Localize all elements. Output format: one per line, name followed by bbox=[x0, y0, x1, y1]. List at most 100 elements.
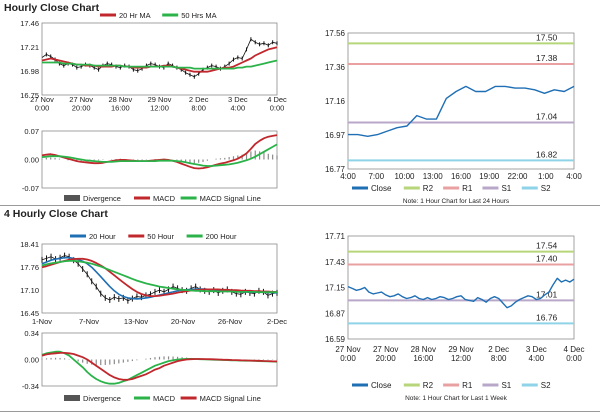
ma-50-hour-line bbox=[41, 257, 277, 298]
x-tick-label: 8:00 bbox=[491, 354, 507, 363]
x-tick-label: 1-Nov bbox=[32, 317, 52, 326]
level-label-r1: 17.38 bbox=[536, 53, 558, 63]
x-tick-label: 4:00 bbox=[340, 172, 356, 181]
y-tick-label: 16.75 bbox=[20, 91, 39, 100]
y-tick-label: -0.34 bbox=[22, 382, 39, 391]
legend-label: 200 Hour bbox=[206, 232, 237, 241]
x-tick-label: 12:00 bbox=[150, 104, 169, 113]
x-tick-label: 3 Dec bbox=[526, 345, 547, 354]
legend-label: Close bbox=[371, 381, 392, 390]
y-tick-label: 17.71 bbox=[325, 232, 346, 241]
x-tick-label: 27 Nov bbox=[69, 95, 93, 104]
x-tick-label: 29 Nov bbox=[448, 345, 473, 354]
x-tick-label: 4:00 bbox=[566, 172, 582, 181]
legend-label: 50 Hour bbox=[147, 232, 174, 241]
legend-label: S1 bbox=[501, 184, 511, 193]
x-tick-label: 16:00 bbox=[451, 172, 472, 181]
y-tick-label: 16.45 bbox=[20, 309, 39, 318]
x-tick-label: 0:00 bbox=[340, 354, 356, 363]
legend-label: MACD bbox=[153, 394, 176, 403]
x-tick-label: 3 Dec bbox=[228, 95, 248, 104]
chart-note: Note: 1 Hour Chart for Last 24 Hours bbox=[403, 198, 510, 205]
y-tick-label: -0.07 bbox=[22, 184, 39, 193]
x-tick-label: 28 Nov bbox=[411, 345, 436, 354]
x-tick-label: 2 Dec bbox=[189, 95, 209, 104]
ma-200-hour-line bbox=[41, 259, 277, 294]
x-tick-label: 29 Nov bbox=[148, 95, 172, 104]
y-tick-label: 0.00 bbox=[24, 356, 39, 365]
x-tick-label: 27 Nov bbox=[335, 345, 360, 354]
x-tick-label: 20-Nov bbox=[171, 317, 195, 326]
level-label-s2: 16.82 bbox=[536, 149, 558, 159]
macd-signal-line bbox=[41, 351, 278, 381]
legend-label: 20 Hr MA bbox=[119, 11, 151, 20]
close-line bbox=[41, 255, 278, 302]
legend-label: R2 bbox=[423, 381, 434, 390]
y-tick-label: 17.10 bbox=[20, 286, 39, 295]
levels-chart-frame bbox=[347, 235, 575, 340]
x-tick-label: 19:00 bbox=[479, 172, 500, 181]
hourly-price-frame bbox=[41, 22, 278, 96]
y-tick-label: 0.00 bbox=[24, 156, 39, 165]
y-tick-label: 17.46 bbox=[20, 19, 39, 28]
y-tick-label: 18.41 bbox=[20, 240, 39, 249]
x-tick-label: 16:00 bbox=[413, 354, 434, 363]
y-tick-label: 17.36 bbox=[325, 63, 346, 72]
legend-label: 50 Hrs MA bbox=[181, 11, 216, 20]
x-tick-label: 7-Nov bbox=[79, 317, 99, 326]
close-line bbox=[348, 85, 575, 138]
y-tick-label: 16.97 bbox=[325, 131, 346, 140]
legend-swatch bbox=[64, 395, 80, 401]
legend-label: R1 bbox=[462, 184, 473, 193]
x-tick-label: 13:00 bbox=[423, 172, 444, 181]
x-tick-label: 7:00 bbox=[368, 172, 384, 181]
legend-label: 20 Hour bbox=[89, 232, 116, 241]
x-tick-label: 22:00 bbox=[507, 172, 528, 181]
macd-line bbox=[41, 134, 278, 170]
ma-50-line bbox=[42, 59, 278, 70]
legend-label: MACD Signal Line bbox=[200, 194, 261, 203]
legend-label: R2 bbox=[423, 184, 434, 193]
x-tick-label: 1:00 bbox=[538, 172, 554, 181]
x-tick-label: 12:00 bbox=[451, 354, 472, 363]
y-tick-label: 17.43 bbox=[325, 258, 346, 267]
level-label-s1: 17.01 bbox=[536, 289, 558, 299]
y-tick-label: 16.98 bbox=[20, 67, 39, 76]
y-tick-label: 17.15 bbox=[325, 284, 346, 293]
x-tick-label: 4 Dec bbox=[267, 95, 287, 104]
x-tick-label: 8:00 bbox=[191, 104, 206, 113]
level-label-s1: 17.04 bbox=[536, 112, 558, 122]
level-label-r2: 17.54 bbox=[536, 241, 558, 251]
x-tick-label: 2 Dec bbox=[488, 345, 509, 354]
x-tick-label: 4:00 bbox=[529, 354, 545, 363]
legend-label: S2 bbox=[541, 381, 551, 390]
y-tick-label: 17.56 bbox=[325, 29, 346, 38]
level-label-r1: 17.40 bbox=[536, 254, 558, 264]
y-tick-label: 0.34 bbox=[24, 329, 39, 338]
y-tick-label: 16.59 bbox=[325, 335, 346, 344]
section-divider-bottom bbox=[0, 411, 600, 412]
x-tick-label: 20:00 bbox=[72, 104, 91, 113]
section-divider bbox=[0, 205, 600, 206]
y-tick-label: 17.21 bbox=[20, 43, 39, 52]
chart-note: Note: 1 Hour Chart for Last 1 Week bbox=[405, 395, 508, 402]
x-tick-label: 0:00 bbox=[566, 354, 582, 363]
x-tick-label: 26-Nov bbox=[218, 317, 242, 326]
x-tick-label: 0:00 bbox=[270, 104, 285, 113]
legend-label: R1 bbox=[462, 381, 473, 390]
x-tick-label: 4:00 bbox=[231, 104, 246, 113]
macd-signal-line bbox=[41, 143, 278, 167]
x-tick-label: 2-Dec bbox=[267, 317, 287, 326]
y-tick-label: 17.16 bbox=[325, 97, 346, 106]
x-tick-label: 4 Dec bbox=[564, 345, 585, 354]
x-tick-label: 20:00 bbox=[376, 354, 397, 363]
x-tick-label: 28 Nov bbox=[108, 95, 132, 104]
y-tick-label: 17.76 bbox=[20, 263, 39, 272]
y-tick-label: 0.07 bbox=[24, 127, 39, 136]
levels-chart-frame bbox=[347, 32, 575, 170]
level-label-r2: 17.50 bbox=[536, 32, 558, 42]
section-title-hourly: Hourly Close Chart bbox=[4, 2, 100, 14]
x-tick-label: 0:00 bbox=[35, 104, 50, 113]
section-title-4-hourly: 4 Hourly Close Chart bbox=[4, 208, 108, 220]
